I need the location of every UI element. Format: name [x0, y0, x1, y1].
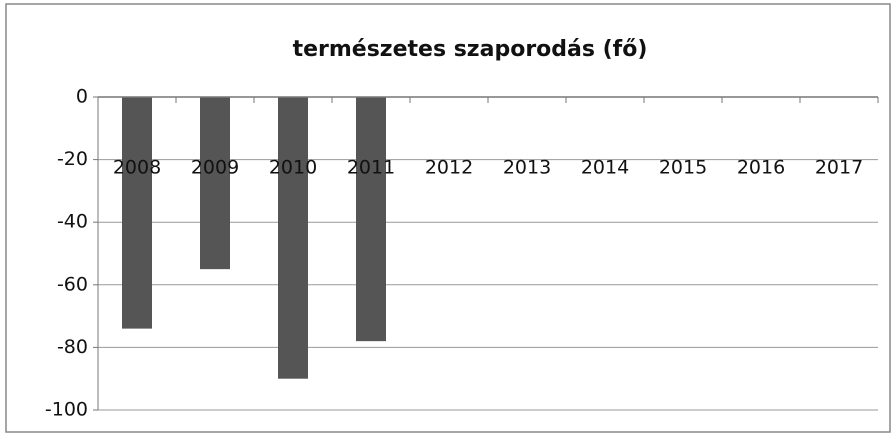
x-tick-label: 2010 — [269, 157, 317, 179]
x-tick-label: 2015 — [659, 157, 707, 179]
x-tick-label: 2013 — [503, 157, 551, 179]
chart-title: természetes szaporodás (fő) — [293, 37, 648, 62]
bar — [356, 97, 386, 342]
x-tick-label: 2014 — [581, 157, 629, 179]
x-tick-label: 2011 — [347, 157, 395, 179]
y-tick-label: -20 — [57, 148, 88, 170]
y-tick-label: -100 — [45, 399, 88, 421]
chart-border — [5, 3, 891, 433]
y-tick-label: -80 — [57, 336, 88, 358]
y-tick-label: 0 — [76, 86, 88, 108]
x-tick-label: 2016 — [737, 157, 785, 179]
x-tick-label: 2012 — [425, 157, 473, 179]
x-tick-label: 2017 — [815, 157, 863, 179]
bar — [122, 97, 152, 329]
bar — [278, 97, 308, 379]
bar — [200, 97, 230, 270]
y-tick-label: -40 — [57, 211, 88, 233]
x-tick-label: 2009 — [191, 157, 239, 179]
x-tick-label: 2008 — [113, 157, 161, 179]
y-tick-label: -60 — [57, 273, 88, 295]
